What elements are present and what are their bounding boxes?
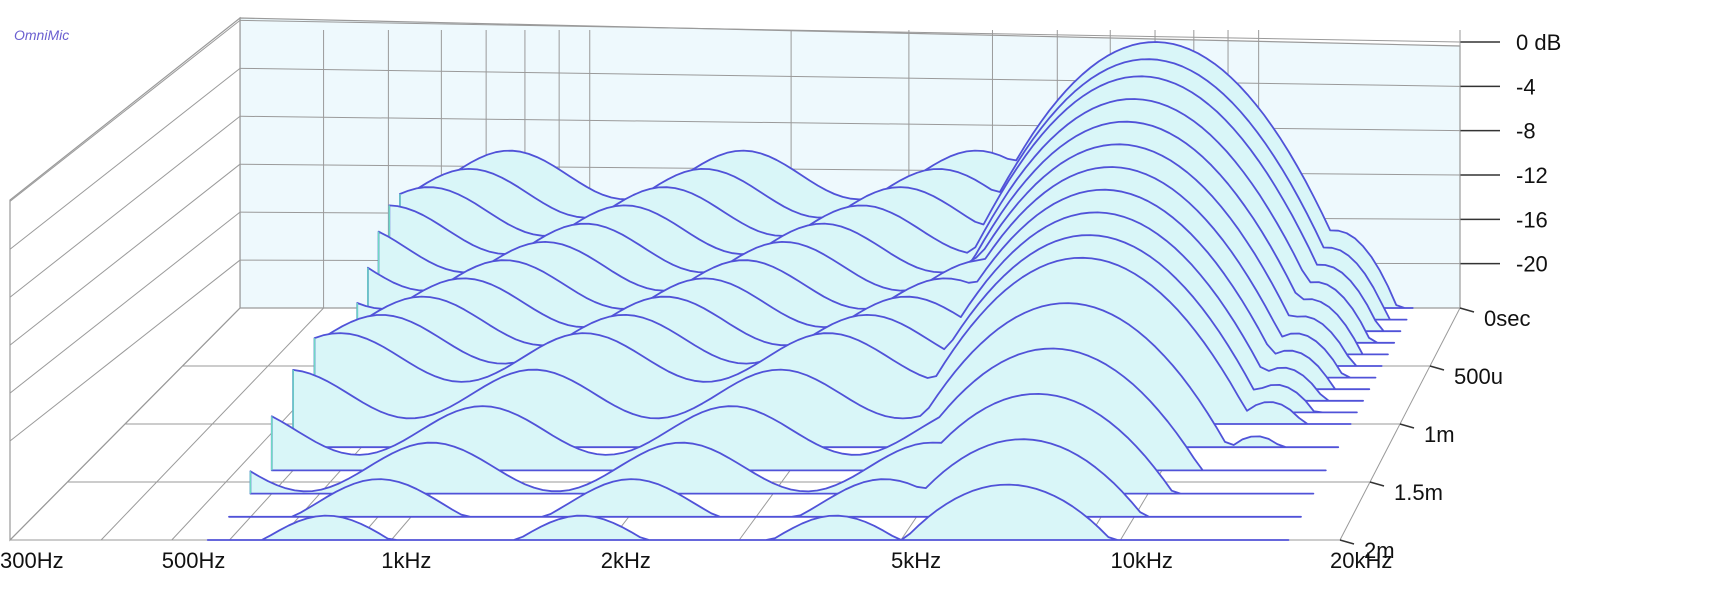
z-tick-label: 0sec <box>1484 306 1530 331</box>
db-gridline <box>239 67 1461 87</box>
y-tick-label: 0 dB <box>1516 30 1561 55</box>
z-tick-label: 500u <box>1454 364 1503 389</box>
z-tick-label: 1m <box>1424 422 1455 447</box>
left-wall-gridline <box>9 259 241 442</box>
x-tick-label: 2kHz <box>601 548 651 573</box>
x-tick-label: 5kHz <box>891 548 941 573</box>
y-tick-label: -4 <box>1516 74 1536 99</box>
x-tick-label: 500Hz <box>162 548 226 573</box>
x-tick-label: 300Hz <box>0 548 64 573</box>
y-tick-label: -8 <box>1516 119 1536 144</box>
x-tick-label: 1kHz <box>381 548 431 573</box>
axis-labels: 300Hz 500Hz 1kHz 2kHz 5kHz 10kHz 20kHz 0 dB -4 -8… <box>0 30 1561 573</box>
time-tick <box>1369 481 1385 487</box>
time-tick <box>1429 365 1445 371</box>
time-tick <box>1459 307 1475 313</box>
z-tick-label: 1.5m <box>1394 480 1443 505</box>
left-wall-gridline <box>9 115 241 298</box>
left-wall-gridline <box>9 163 241 346</box>
db-gridline <box>239 19 1461 43</box>
left-wall-gridline <box>9 67 241 250</box>
x-tick-label: 10kHz <box>1110 548 1172 573</box>
time-tick <box>1339 539 1355 545</box>
left-wall-gridline <box>9 211 241 394</box>
omnimic-watermark: OmniMic <box>14 27 69 43</box>
x-tick-label: 20kHz <box>1330 548 1392 573</box>
y-tick-label: -12 <box>1516 163 1548 188</box>
y-tick-label: -16 <box>1516 207 1548 232</box>
y-tick-label: -20 <box>1516 252 1548 277</box>
time-tick <box>1399 423 1415 429</box>
z-tick-label: 2m <box>1364 538 1395 563</box>
waterfall-surface <box>206 41 1414 541</box>
waterfall-slice <box>206 483 1290 541</box>
left-wall-gridline <box>9 20 241 202</box>
